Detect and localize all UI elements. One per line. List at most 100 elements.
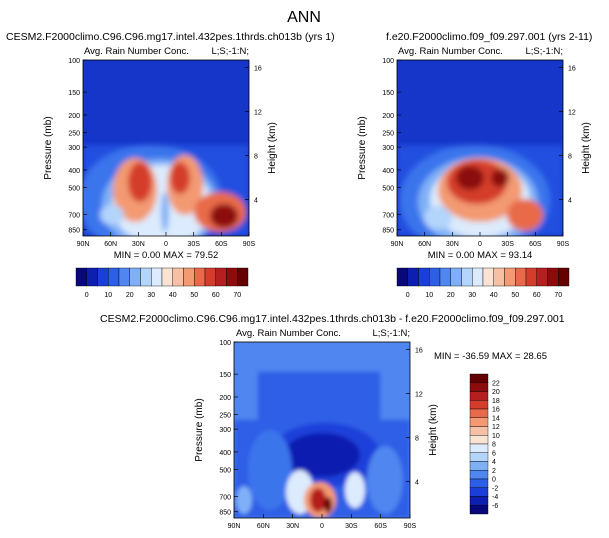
panel-3-plot bbox=[234, 342, 410, 518]
panel-3-ytick-label: 500 bbox=[219, 468, 231, 475]
colorbar-3-swatch bbox=[469, 426, 489, 436]
panel-2-ytick-label: 700 bbox=[382, 212, 394, 219]
colorbar-2-swatch bbox=[515, 267, 527, 287]
panel-2-ytick-label: 100 bbox=[382, 58, 394, 65]
colorbar-1-label: 60 bbox=[212, 292, 220, 299]
panel-1-y2tick-label: 4 bbox=[254, 198, 258, 205]
colorbar-3-label: 6 bbox=[492, 450, 496, 457]
panel-1-ylabel: Pressure (mb) bbox=[43, 116, 54, 179]
panel-3: CESM2.F2000climo.C96.C96.mg17.intel.432p… bbox=[100, 313, 565, 519]
panel-3-stats: MIN = -36.59 MAX = 28.65 bbox=[434, 351, 547, 362]
panel-1-ytick-label: 150 bbox=[68, 90, 80, 97]
panel-2-ytick-label: 150 bbox=[382, 90, 394, 97]
colorbar-3-swatch bbox=[469, 470, 489, 480]
panel-3-ytick-label: 250 bbox=[219, 413, 231, 420]
panel-2-ytick-label: 400 bbox=[382, 168, 394, 175]
panel-1-stats: MIN = 0.00 MAX = 79.52 bbox=[114, 250, 219, 261]
colorbar-2-label: 0 bbox=[406, 292, 410, 299]
colorbar-3-swatch bbox=[469, 382, 489, 392]
colorbar-3-label: 0 bbox=[492, 477, 496, 484]
colorbar-3-swatch bbox=[469, 452, 489, 462]
colorbar-3-label: 18 bbox=[492, 398, 500, 405]
colorbar-3-label: 14 bbox=[492, 415, 500, 422]
panel-2-y2tick-label: 12 bbox=[568, 109, 576, 116]
panel-3-xtick-label: 30N bbox=[286, 523, 299, 530]
panel-2-y2tick-label: 8 bbox=[568, 154, 572, 161]
colorbar-3-label: -6 bbox=[492, 503, 498, 510]
panel-1-ytick-label: 200 bbox=[68, 113, 80, 120]
panel-2-xtick-label: 30S bbox=[501, 241, 514, 248]
colorbar-3-label: -4 bbox=[492, 494, 498, 501]
colorbar-2-swatch bbox=[536, 267, 548, 287]
colorbar-1-swatch bbox=[75, 267, 87, 287]
colorbar-3-swatch bbox=[469, 487, 489, 497]
colorbar-2-swatch bbox=[396, 267, 408, 287]
panel-2-ytick-label: 850 bbox=[382, 228, 394, 235]
colorbar-3-label: 20 bbox=[492, 389, 500, 396]
panel-2-plot bbox=[397, 60, 563, 236]
colorbar-3-swatch bbox=[469, 373, 489, 383]
colorbar-3-label: -2 bbox=[492, 485, 498, 492]
colorbar-2-swatch bbox=[493, 267, 505, 287]
panel-2-title: f.e20.F2000climo.f09_f09.297.001 (yrs 2-… bbox=[386, 31, 592, 43]
colorbar-1-label: 0 bbox=[85, 292, 89, 299]
colorbar-2-swatch bbox=[439, 267, 451, 287]
panel-2-ylabel: Pressure (mb) bbox=[357, 116, 368, 179]
colorbar-1-swatch bbox=[118, 267, 130, 287]
panel-3-y2label: Height (km) bbox=[428, 404, 439, 456]
panel-2-y2label: Height (km) bbox=[581, 122, 592, 174]
colorbar-2-swatch bbox=[407, 267, 419, 287]
colorbar-3-label: 8 bbox=[492, 442, 496, 449]
colorbar-1-swatch bbox=[183, 267, 195, 287]
colorbar-1-label: 10 bbox=[104, 292, 112, 299]
colorbar-1-swatch bbox=[97, 267, 109, 287]
panel-2-ytick-label: 250 bbox=[382, 131, 394, 138]
colorbar-2-label: 30 bbox=[468, 292, 476, 299]
colorbar-3-label: 10 bbox=[492, 433, 500, 440]
colorbar-1-swatch bbox=[194, 267, 206, 287]
colorbar-1-swatch bbox=[151, 267, 163, 287]
panel-3-subtitle: Avg. Rain Number Conc. bbox=[236, 328, 341, 339]
colorbar-3-label: 22 bbox=[492, 380, 500, 387]
panel-1: CESM2.F2000climo.C96.C96.mg17.intel.432p… bbox=[6, 31, 335, 237]
colorbar-1-swatch bbox=[86, 267, 98, 287]
panel-2-subtitle: Avg. Rain Number Conc. bbox=[398, 46, 503, 57]
panel-3-ytick-label: 300 bbox=[219, 427, 231, 434]
panel-1-ytick-label: 100 bbox=[68, 58, 80, 65]
colorbar-3-swatch bbox=[469, 391, 489, 401]
colorbar-3-swatch bbox=[469, 461, 489, 471]
colorbar-3-swatch bbox=[469, 478, 489, 488]
panel-2: f.e20.F2000climo.f09_f09.297.001 (yrs 2-… bbox=[386, 31, 592, 237]
panel-1-title: CESM2.F2000climo.C96.C96.mg17.intel.432p… bbox=[6, 31, 335, 43]
colorbar-3-swatch bbox=[469, 496, 489, 506]
panel-2-y2tick-label: 4 bbox=[568, 198, 572, 205]
panel-1-y2tick-label: 12 bbox=[254, 109, 262, 116]
colorbar-1-swatch bbox=[215, 267, 227, 287]
panel-3-y2tick-label: 16 bbox=[415, 347, 423, 354]
colorbar-1-swatch bbox=[237, 267, 249, 287]
colorbar-2-label: 10 bbox=[425, 292, 433, 299]
panel-1-ytick-label: 400 bbox=[68, 168, 80, 175]
panel-2-xtick-label: 90S bbox=[557, 241, 570, 248]
panel-3-ytick-label: 200 bbox=[219, 395, 231, 402]
page-title: ANN bbox=[287, 9, 321, 26]
colorbar-1-swatch bbox=[204, 267, 216, 287]
colorbar-1-swatch bbox=[108, 267, 120, 287]
panel-3-title: CESM2.F2000climo.C96.C96.mg17.intel.432p… bbox=[100, 313, 565, 325]
panel-3-ytick-label: 100 bbox=[219, 340, 231, 347]
colorbar-2-swatch bbox=[482, 267, 494, 287]
panel-1-xtick-label: 90S bbox=[243, 241, 256, 248]
colorbar-2-swatch bbox=[504, 267, 516, 287]
panel-3-xtick-label: 90S bbox=[404, 523, 417, 530]
panel-2-xtick-label: 0 bbox=[478, 241, 482, 248]
colorbar-2-swatch bbox=[450, 267, 462, 287]
colorbar-2-swatch bbox=[558, 267, 570, 287]
panel-3-y2tick-label: 4 bbox=[415, 480, 419, 487]
panel-1-y2tick-label: 16 bbox=[254, 65, 262, 72]
colorbar-2-label: 20 bbox=[447, 292, 455, 299]
panel-1-xtick-label: 0 bbox=[164, 241, 168, 248]
colorbar-2-label: 60 bbox=[533, 292, 541, 299]
panel-3-y2tick-label: 8 bbox=[415, 436, 419, 443]
panel-1-ytick-label: 500 bbox=[68, 186, 80, 193]
